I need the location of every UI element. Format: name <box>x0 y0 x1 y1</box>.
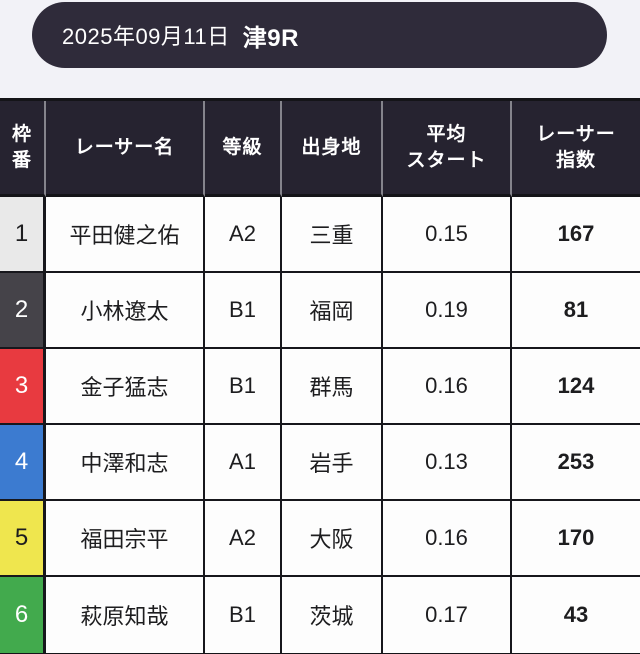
racer-name-cell: 萩原知哉 <box>46 577 205 653</box>
grade-cell: A1 <box>205 425 282 501</box>
col-header-frame: 枠 番 <box>0 101 46 197</box>
avg-start-cell: 0.17 <box>383 577 512 653</box>
col-header-grade: 等級 <box>205 101 282 197</box>
racer-name-cell: 福田宗平 <box>46 501 205 577</box>
racer-table: 枠 番 レーサー名 等級 出身地 平均 スタート レーサー 指数 1 平田健之佑… <box>0 98 640 654</box>
col-header-origin: 出身地 <box>282 101 383 197</box>
race-date: 2025年09月11日 <box>62 24 230 49</box>
grade-cell: B1 <box>205 273 282 349</box>
avg-start-cell: 0.19 <box>383 273 512 349</box>
col-header-racer-name: レーサー名 <box>46 101 205 197</box>
avg-start-cell: 0.15 <box>383 197 512 273</box>
racer-name-cell: 小林遼太 <box>46 273 205 349</box>
racer-index-cell: 167 <box>512 197 640 273</box>
frame-number-cell: 4 <box>0 425 46 501</box>
origin-cell: 群馬 <box>282 349 383 425</box>
frame-number-cell: 6 <box>0 577 46 653</box>
avg-start-cell: 0.13 <box>383 425 512 501</box>
racer-index-cell: 43 <box>512 577 640 653</box>
origin-cell: 茨城 <box>282 577 383 653</box>
grade-cell: B1 <box>205 577 282 653</box>
avg-start-cell: 0.16 <box>383 501 512 577</box>
racer-index-cell: 81 <box>512 273 640 349</box>
frame-number-cell: 2 <box>0 273 46 349</box>
origin-cell: 三重 <box>282 197 383 273</box>
origin-cell: 福岡 <box>282 273 383 349</box>
racer-index-cell: 170 <box>512 501 640 577</box>
origin-cell: 岩手 <box>282 425 383 501</box>
racer-name-cell: 平田健之佑 <box>46 197 205 273</box>
grade-cell: B1 <box>205 349 282 425</box>
racer-index-cell: 124 <box>512 349 640 425</box>
col-header-racer-index: レーサー 指数 <box>512 101 640 197</box>
avg-start-cell: 0.16 <box>383 349 512 425</box>
racer-name-cell: 中澤和志 <box>46 425 205 501</box>
grade-cell: A2 <box>205 501 282 577</box>
race-name: 津9R <box>242 24 299 52</box>
racer-index-cell: 253 <box>512 425 640 501</box>
col-header-avg-start: 平均 スタート <box>383 101 512 197</box>
racer-name-cell: 金子猛志 <box>46 349 205 425</box>
frame-number-cell: 1 <box>0 197 46 273</box>
race-header-pill: 2025年09月11日 津9R <box>32 2 607 68</box>
frame-number-cell: 5 <box>0 501 46 577</box>
grade-cell: A2 <box>205 197 282 273</box>
frame-number-cell: 3 <box>0 349 46 425</box>
origin-cell: 大阪 <box>282 501 383 577</box>
